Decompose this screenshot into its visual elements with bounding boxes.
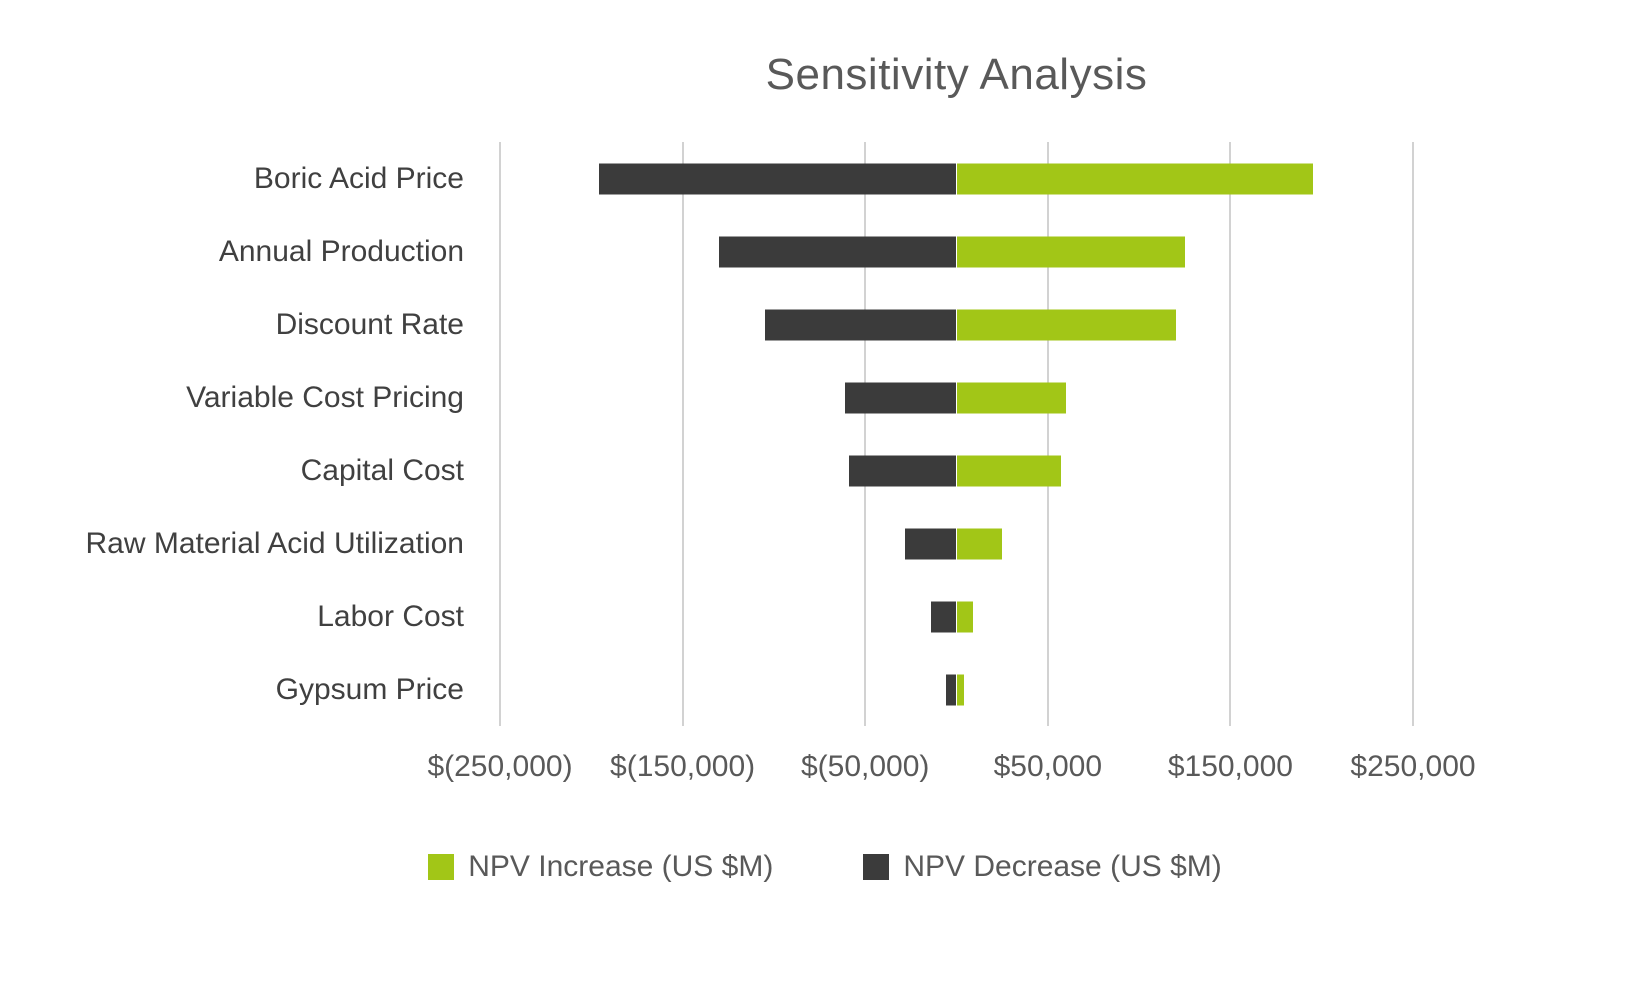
npv-decrease-bar (598, 163, 957, 194)
category-label: Labor Cost (317, 599, 464, 633)
npv-increase-bar (956, 163, 1313, 194)
npv-increase-bar (956, 236, 1185, 267)
gridline (499, 142, 501, 726)
npv-increase-bar (956, 382, 1067, 413)
bar-row (500, 361, 1413, 434)
category-axis: Boric Acid Price Annual Production Discoun… (0, 142, 500, 726)
npv-decrease-bar (719, 236, 957, 267)
gridline (864, 142, 867, 726)
category-label: Gypsum Price (275, 672, 464, 706)
x-tick-label: $150,000 (1167, 750, 1293, 783)
npv-decrease-bar (930, 601, 957, 632)
npv-decrease-bar (945, 674, 957, 705)
legend-label: NPV Increase (US $M) (468, 850, 774, 883)
npv-decrease-bar (764, 309, 957, 340)
legend-swatch-icon (863, 854, 890, 880)
value-axis: $(250,000) $(150,000) $(50,000) $50,000 $150… (427, 750, 1475, 794)
legend-item: NPV Increase (US $M) (428, 850, 773, 884)
category-label: Variable Cost Pricing (186, 380, 464, 414)
npv-decrease-bar (845, 382, 957, 413)
bar-row (500, 653, 1413, 726)
npv-increase-bar (956, 309, 1176, 340)
bar-row (500, 580, 1413, 653)
bar-row (500, 507, 1413, 580)
x-tick-label: $250,000 (1350, 750, 1476, 783)
x-tick-label: $50,000 (993, 750, 1103, 783)
x-tick-label: $(50,000) (800, 750, 930, 783)
bar-row (500, 288, 1413, 361)
category-label: Capital Cost (300, 453, 464, 487)
category-label: Discount Rate (275, 307, 464, 341)
plot-region: Boric Acid Price Annual Production Discoun… (0, 142, 1650, 726)
legend: NPV Increase (US $M) NPV Decrease (US $M) (0, 850, 1650, 884)
x-tick-label: $(150,000) (610, 750, 756, 783)
npv-increase-bar (956, 674, 964, 705)
x-tick-label: $(250,000) (427, 750, 573, 783)
npv-increase-bar (956, 601, 973, 632)
legend-item: NPV Decrease (US $M) (863, 850, 1222, 884)
bar-row (500, 142, 1413, 215)
gridline (681, 142, 684, 726)
gridline (1229, 142, 1232, 726)
category-label: Boric Acid Price (253, 161, 464, 195)
gridline (1046, 142, 1049, 726)
legend-label: NPV Decrease (US $M) (903, 850, 1222, 883)
legend-swatch-icon (428, 854, 455, 880)
category-label: Raw Material Acid Utilization (85, 526, 464, 560)
chart-title: Sensitivity Analysis (765, 50, 1148, 99)
category-label: Annual Production (218, 234, 464, 268)
npv-decrease-bar (848, 455, 957, 486)
npv-decrease-bar (905, 528, 957, 559)
npv-increase-bar (956, 528, 1003, 559)
npv-increase-bar (956, 455, 1061, 486)
bar-row (500, 215, 1413, 288)
plot-area (499, 142, 1414, 726)
bar-row (500, 434, 1413, 507)
gridline (1412, 142, 1414, 726)
